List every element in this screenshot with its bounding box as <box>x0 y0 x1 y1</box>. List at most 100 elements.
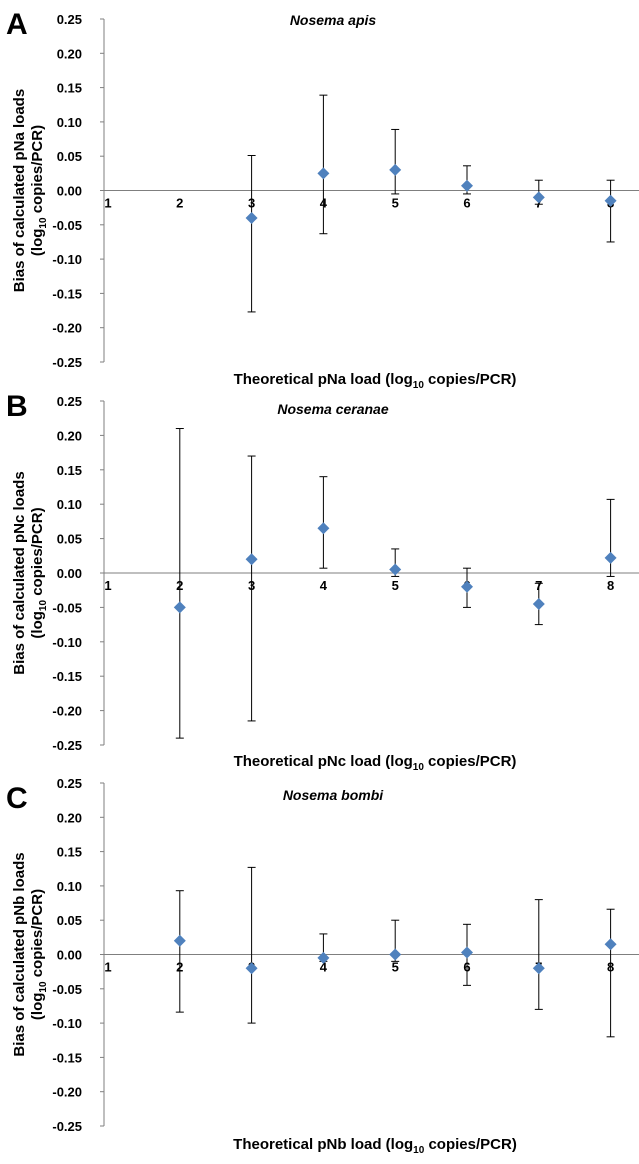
x-tick-label: 6 <box>463 196 470 211</box>
data-point-marker <box>461 179 473 192</box>
data-point-marker <box>173 601 186 614</box>
y-tick-label: 0.15 <box>57 845 82 860</box>
y-axis-label-text: (log <box>29 229 46 257</box>
chart-panel-c: C 0.25 0.20 0.15 0.10 0.05 0.00 -0.05 -0.10 -0.15… <box>6 776 639 1156</box>
y-tick-label: -0.10 <box>52 252 82 267</box>
y-axis-label-line2: (log10 copies/PCR) <box>29 125 49 256</box>
y-tick-label: -0.25 <box>52 1119 82 1134</box>
data-point-marker <box>461 946 473 959</box>
y-tick-label: 0.05 <box>57 149 82 164</box>
x-axis-label: Theoretical pNc load (log10 copies/PCR) <box>234 753 517 773</box>
y-tick-label: -0.10 <box>52 1016 82 1031</box>
y-tick-label: -0.20 <box>52 1085 82 1100</box>
y-tick-label: -0.15 <box>52 1050 82 1065</box>
y-tick-label: -0.20 <box>52 321 82 336</box>
y-axis-label-text: copies/PCR) <box>29 889 46 982</box>
x-tick-label: 5 <box>392 196 399 211</box>
x-axis-label-text: Theoretical pNb load (log <box>233 1136 413 1153</box>
y-tick-label: -0.05 <box>52 218 82 233</box>
x-tick-label: 4 <box>320 960 328 975</box>
y-tick-label: 0.10 <box>57 879 82 894</box>
y-axis-label-text: (log <box>29 611 46 639</box>
y-tick-label: 0.10 <box>57 115 82 130</box>
y-axis-label-subscript: 10 <box>38 981 49 993</box>
y-axis-label: Bias of calculated pNc loads (log10 copie… <box>11 471 49 674</box>
y-axis-label-text: copies/PCR) <box>29 507 46 600</box>
x-tick-label: 1 <box>104 960 111 975</box>
panel-letter: A <box>6 8 28 41</box>
y-tick-label: 0.20 <box>57 810 82 825</box>
y-tick-label: -0.05 <box>52 982 82 997</box>
y-axis-label: Bias of calculated pNa loads (log10 copie… <box>11 89 49 292</box>
chart-panel-a: A 0.25 0.20 0.15 0.10 0.05 0.00 -0.05 -0.10 -0.15… <box>6 8 639 391</box>
y-tick-label: 0.20 <box>57 46 82 61</box>
y-tick-label: 0.25 <box>57 394 82 409</box>
data-point-marker <box>317 522 330 535</box>
chart-title: Nosema bombi <box>283 787 384 803</box>
data-point-marker <box>173 934 186 947</box>
data-point-marker <box>461 580 473 593</box>
x-axis-label-subscript: 10 <box>413 762 425 773</box>
y-tick-label: -0.15 <box>52 669 82 684</box>
data-point-marker <box>389 948 402 961</box>
x-tick-label: 2 <box>176 196 183 211</box>
x-axis-label-text: copies/PCR) <box>424 753 517 770</box>
x-axis-label: Theoretical pNb load (log10 copies/PCR) <box>233 1136 517 1156</box>
y-axis-label-text: copies/PCR) <box>29 125 46 218</box>
y-tick-label: -0.20 <box>52 704 82 719</box>
chart-title: Nosema ceranae <box>277 401 389 417</box>
y-tick-label: -0.25 <box>52 738 82 753</box>
x-axis-label-text: Theoretical pNa load (log <box>234 371 413 388</box>
y-axis-label: Bias of calculated pNb loads (log10 copie… <box>11 852 49 1056</box>
y-tick-label: 0.00 <box>57 566 82 581</box>
y-tick-label: -0.15 <box>52 286 82 301</box>
data-point-marker <box>389 563 402 576</box>
data-point-marker <box>245 211 258 224</box>
y-axis-label-text: (log <box>29 993 46 1021</box>
x-axis-label-subscript: 10 <box>413 380 425 391</box>
y-tick-label: 0.25 <box>57 776 82 791</box>
data-point-marker <box>317 951 330 964</box>
x-tick-label: 5 <box>392 960 399 975</box>
y-axis-label-line1: Bias of calculated pNc loads <box>11 471 28 674</box>
y-tick-label: 0.00 <box>57 184 82 199</box>
data-point-marker <box>604 194 617 207</box>
data-point-marker <box>389 163 402 176</box>
x-tick-label: 4 <box>320 578 328 593</box>
x-axis-label: Theoretical pNa load (log10 copies/PCR) <box>234 371 517 391</box>
y-tick-label: 0.00 <box>57 948 82 963</box>
y-tick-label: 0.25 <box>57 12 82 27</box>
chart-panel-b: B 0.25 0.20 0.15 0.10 0.05 0.00 -0.05 -0.10 -0.15… <box>6 390 639 773</box>
y-tick-label: -0.05 <box>52 600 82 615</box>
data-point-marker <box>245 962 258 975</box>
x-tick-label: 1 <box>104 578 111 593</box>
y-axis-label-subscript: 10 <box>38 217 49 229</box>
x-axis-label-subscript: 10 <box>413 1145 425 1156</box>
y-tick-label: 0.05 <box>57 532 82 547</box>
y-tick-label: 0.10 <box>57 497 82 512</box>
y-tick-label: -0.10 <box>52 635 82 650</box>
x-axis-label-text: copies/PCR) <box>424 371 517 388</box>
x-tick-label: 8 <box>607 578 614 593</box>
y-axis-label-line2: (log10 copies/PCR) <box>29 889 49 1020</box>
chart-title: Nosema apis <box>290 12 377 28</box>
y-tick-label: 0.20 <box>57 428 82 443</box>
x-tick-label: 1 <box>104 196 111 211</box>
y-axis-label-subscript: 10 <box>38 600 49 612</box>
y-axis-label-line1: Bias of calculated pNa loads <box>11 89 28 292</box>
data-point-marker <box>604 551 617 564</box>
y-axis-label-line2: (log10 copies/PCR) <box>29 507 49 638</box>
y-tick-label: 0.05 <box>57 913 82 928</box>
x-axis-label-text: copies/PCR) <box>424 1136 517 1153</box>
data-point-marker <box>604 938 617 951</box>
panel-letter: B <box>6 390 28 423</box>
panel-letter: C <box>6 782 28 815</box>
data-point-marker <box>532 962 545 975</box>
y-axis-label-line1: Bias of calculated pNb loads <box>11 852 28 1056</box>
x-axis-label-text: Theoretical pNc load (log <box>234 753 413 770</box>
x-tick-label: 5 <box>392 578 399 593</box>
y-tick-label: 0.15 <box>57 463 82 478</box>
data-point-marker <box>317 167 330 180</box>
y-tick-label: -0.25 <box>52 355 82 370</box>
